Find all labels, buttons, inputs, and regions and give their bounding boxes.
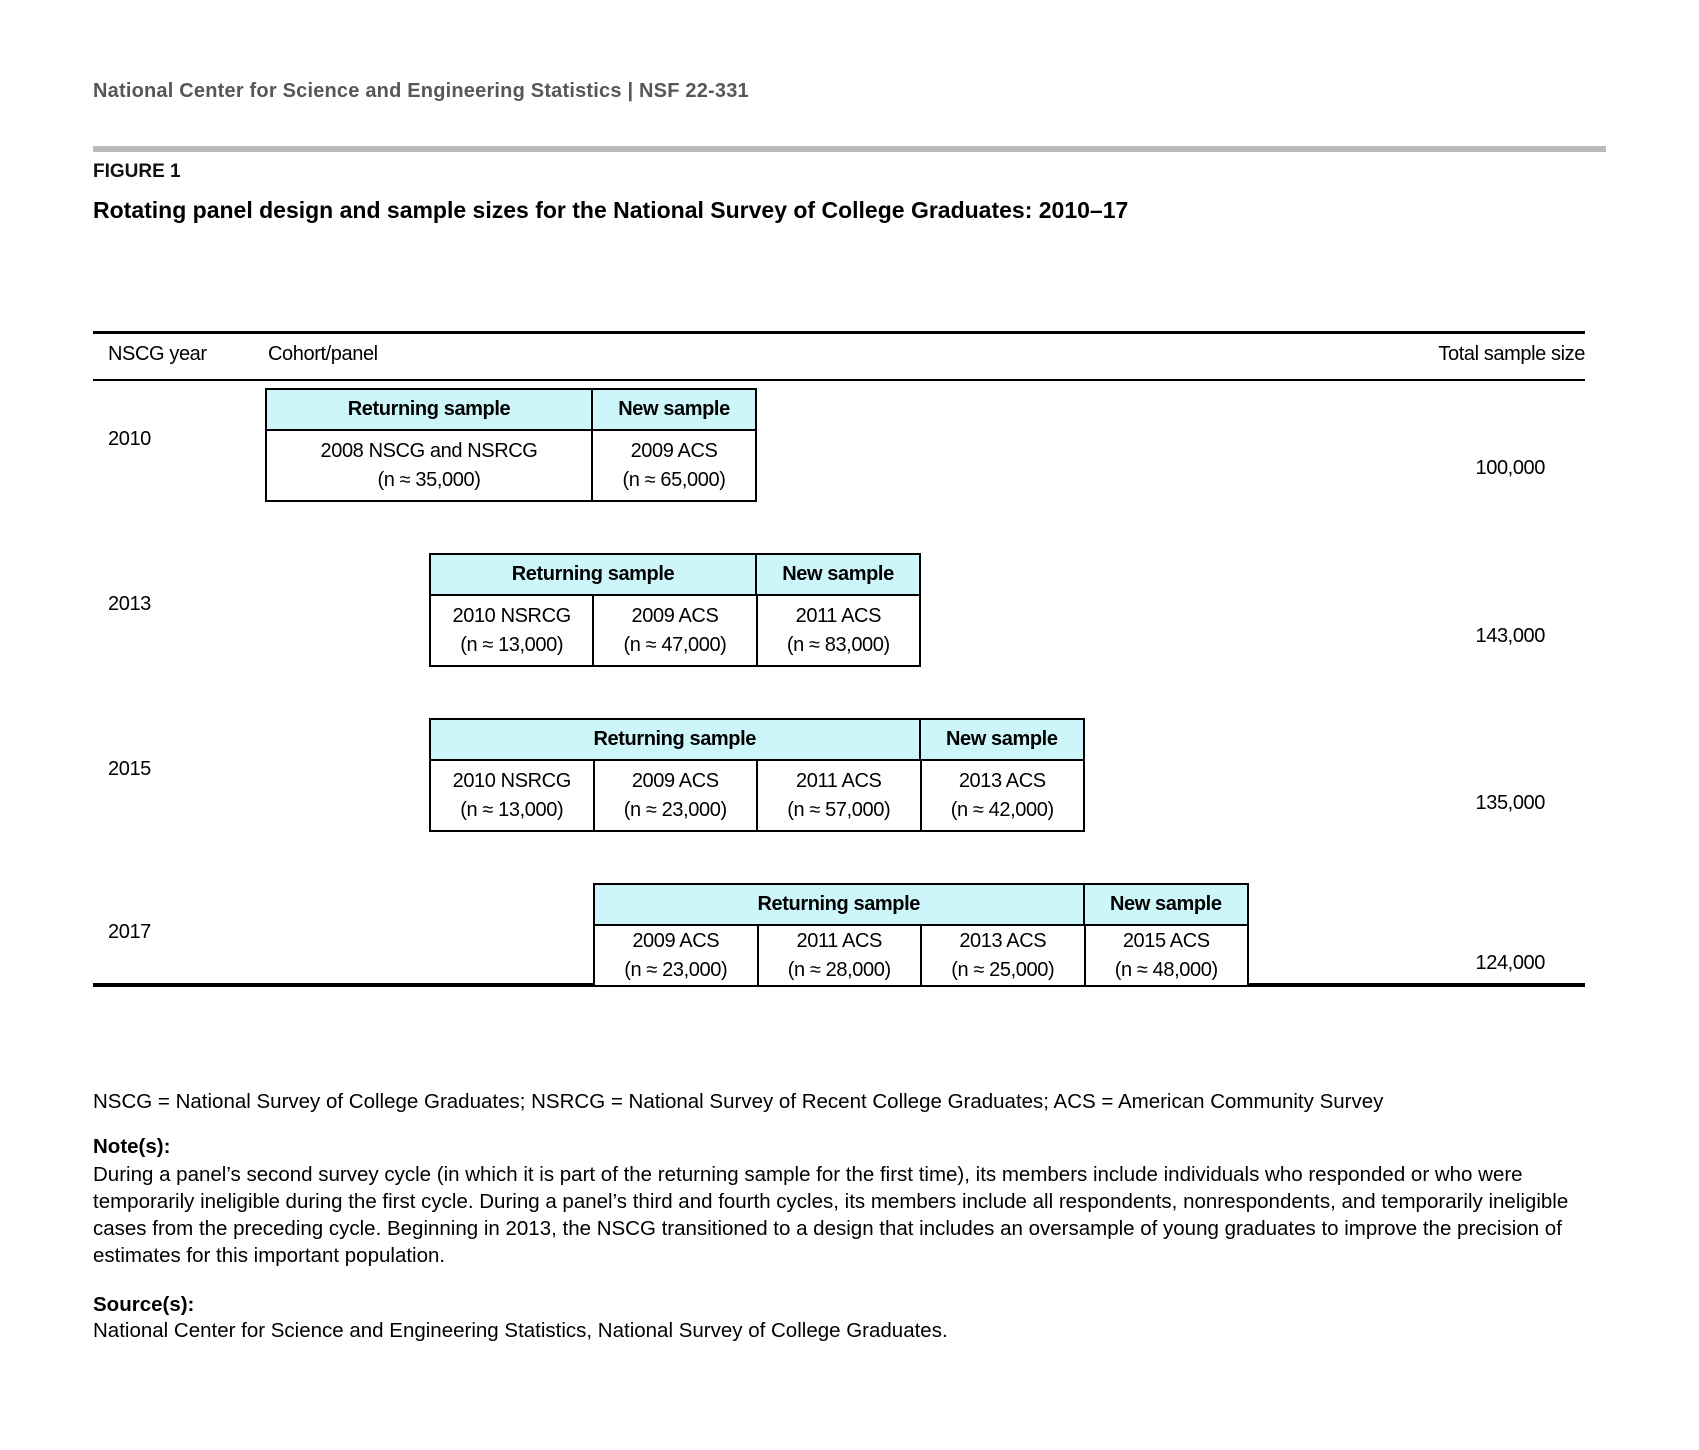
col-header-total-sample-size: Total sample size	[1438, 343, 1585, 365]
cohort-cell: 2009 ACS (n ≈ 23,000)	[595, 926, 757, 985]
cohort-name: 2011 ACS	[796, 929, 883, 952]
cohort-count: (n ≈ 47,000)	[623, 633, 727, 656]
year-label-2010: 2010	[108, 428, 151, 450]
cohort-name: 2013 ACS	[959, 929, 1047, 952]
figure-title: Rotating panel design and sample sizes f…	[93, 197, 1129, 223]
cohort-count: (n ≈ 13,000)	[460, 633, 564, 656]
cohort-name: 2009 ACS	[630, 439, 718, 462]
new-sample-header: New sample	[755, 555, 919, 594]
notes-text: During a panel’s second survey cycle (in…	[93, 1163, 1569, 1267]
cohort-name: 2013 ACS	[958, 769, 1046, 792]
col-header-cohort-panel: Cohort/panel	[268, 343, 378, 365]
cohort-name: 2010 NSRCG	[452, 769, 572, 792]
year-label-2017: 2017	[108, 921, 151, 943]
cohort-count: (n ≈ 65,000)	[622, 468, 726, 491]
cohort-count: (n ≈ 25,000)	[951, 958, 1055, 981]
cohort-cell: 2010 NSRCG (n ≈ 13,000)	[431, 596, 593, 665]
cohort-name: 2010 NSRCG	[452, 604, 572, 627]
cohort-name: 2009 ACS	[631, 769, 719, 792]
cohort-name: 2009 ACS	[631, 604, 719, 627]
year-label-2013: 2013	[108, 593, 151, 615]
returning-sample-header: Returning sample	[595, 885, 1083, 924]
cohort-name: 2011 ACS	[796, 769, 882, 792]
header-divider-rule	[93, 146, 1606, 152]
cohort-cell: 2011 ACS (n ≈ 28,000)	[756, 926, 920, 985]
publication-header: National Center for Science and Engineer…	[93, 80, 749, 102]
cohort-count: (n ≈ 48,000)	[1114, 958, 1218, 981]
cohort-cell: 2011 ACS (n ≈ 83,000)	[755, 596, 919, 665]
cohort-name: 2008 NSCG and NSRCG	[320, 439, 538, 462]
returning-sample-header: Returning sample	[267, 390, 591, 429]
total-value-2010: 100,000	[1475, 457, 1546, 479]
table-top-rule	[93, 331, 1585, 334]
source-label: Source(s):	[93, 1293, 195, 1316]
cohort-count: (n ≈ 83,000)	[786, 633, 890, 656]
total-value-2015: 135,000	[1475, 792, 1546, 814]
cohort-count: (n ≈ 23,000)	[623, 798, 727, 821]
cohort-cell: 2009 ACS (n ≈ 23,000)	[592, 761, 756, 830]
col-header-nscg-year: NSCG year	[108, 343, 207, 365]
cohort-cell: 2011 ACS (n ≈ 57,000)	[756, 761, 920, 830]
source-text: National Center for Science and Engineer…	[93, 1319, 948, 1342]
cohort-count: (n ≈ 28,000)	[787, 958, 891, 981]
total-value-2013: 143,000	[1475, 625, 1546, 647]
cohort-cell: 2010 NSRCG (n ≈ 13,000)	[431, 761, 593, 830]
new-sample-header: New sample	[1082, 885, 1247, 924]
new-sample-header: New sample	[591, 390, 755, 429]
panel-box-2017: Returning sample New sample 2009 ACS (n …	[593, 883, 1249, 987]
returning-sample-header: Returning sample	[431, 720, 919, 759]
cohort-count: (n ≈ 42,000)	[950, 798, 1054, 821]
panel-box-2013: Returning sample New sample 2010 NSRCG (…	[429, 553, 921, 667]
cohort-cell: 2009 ACS (n ≈ 47,000)	[592, 596, 756, 665]
cohort-name: 2015 ACS	[1122, 929, 1210, 952]
cohort-cell: 2013 ACS (n ≈ 25,000)	[920, 926, 1084, 985]
cohort-cell: 2008 NSCG and NSRCG (n ≈ 35,000)	[267, 431, 591, 500]
year-label-2015: 2015	[108, 758, 151, 780]
cohort-count: (n ≈ 35,000)	[377, 468, 481, 491]
cohort-count: (n ≈ 13,000)	[460, 798, 564, 821]
new-sample-header: New sample	[918, 720, 1083, 759]
cohort-name: 2011 ACS	[795, 604, 882, 627]
cohort-cell: 2009 ACS (n ≈ 65,000)	[591, 431, 755, 500]
abbreviation-note: NSCG = National Survey of College Gradua…	[93, 1090, 1384, 1113]
cohort-cell: 2013 ACS (n ≈ 42,000)	[919, 761, 1083, 830]
total-value-2017: 124,000	[1475, 952, 1546, 974]
cohort-cell: 2015 ACS (n ≈ 48,000)	[1083, 926, 1247, 985]
cohort-count: (n ≈ 23,000)	[624, 958, 728, 981]
cohort-count: (n ≈ 57,000)	[787, 798, 891, 821]
panel-box-2010: Returning sample New sample 2008 NSCG an…	[265, 388, 757, 502]
panel-box-2015: Returning sample New sample 2010 NSRCG (…	[429, 718, 1085, 832]
notes-label: Note(s):	[93, 1135, 171, 1158]
figure-label: FIGURE 1	[93, 161, 181, 182]
cohort-name: 2009 ACS	[632, 929, 720, 952]
table-header-rule	[93, 379, 1585, 381]
returning-sample-header: Returning sample	[431, 555, 755, 594]
